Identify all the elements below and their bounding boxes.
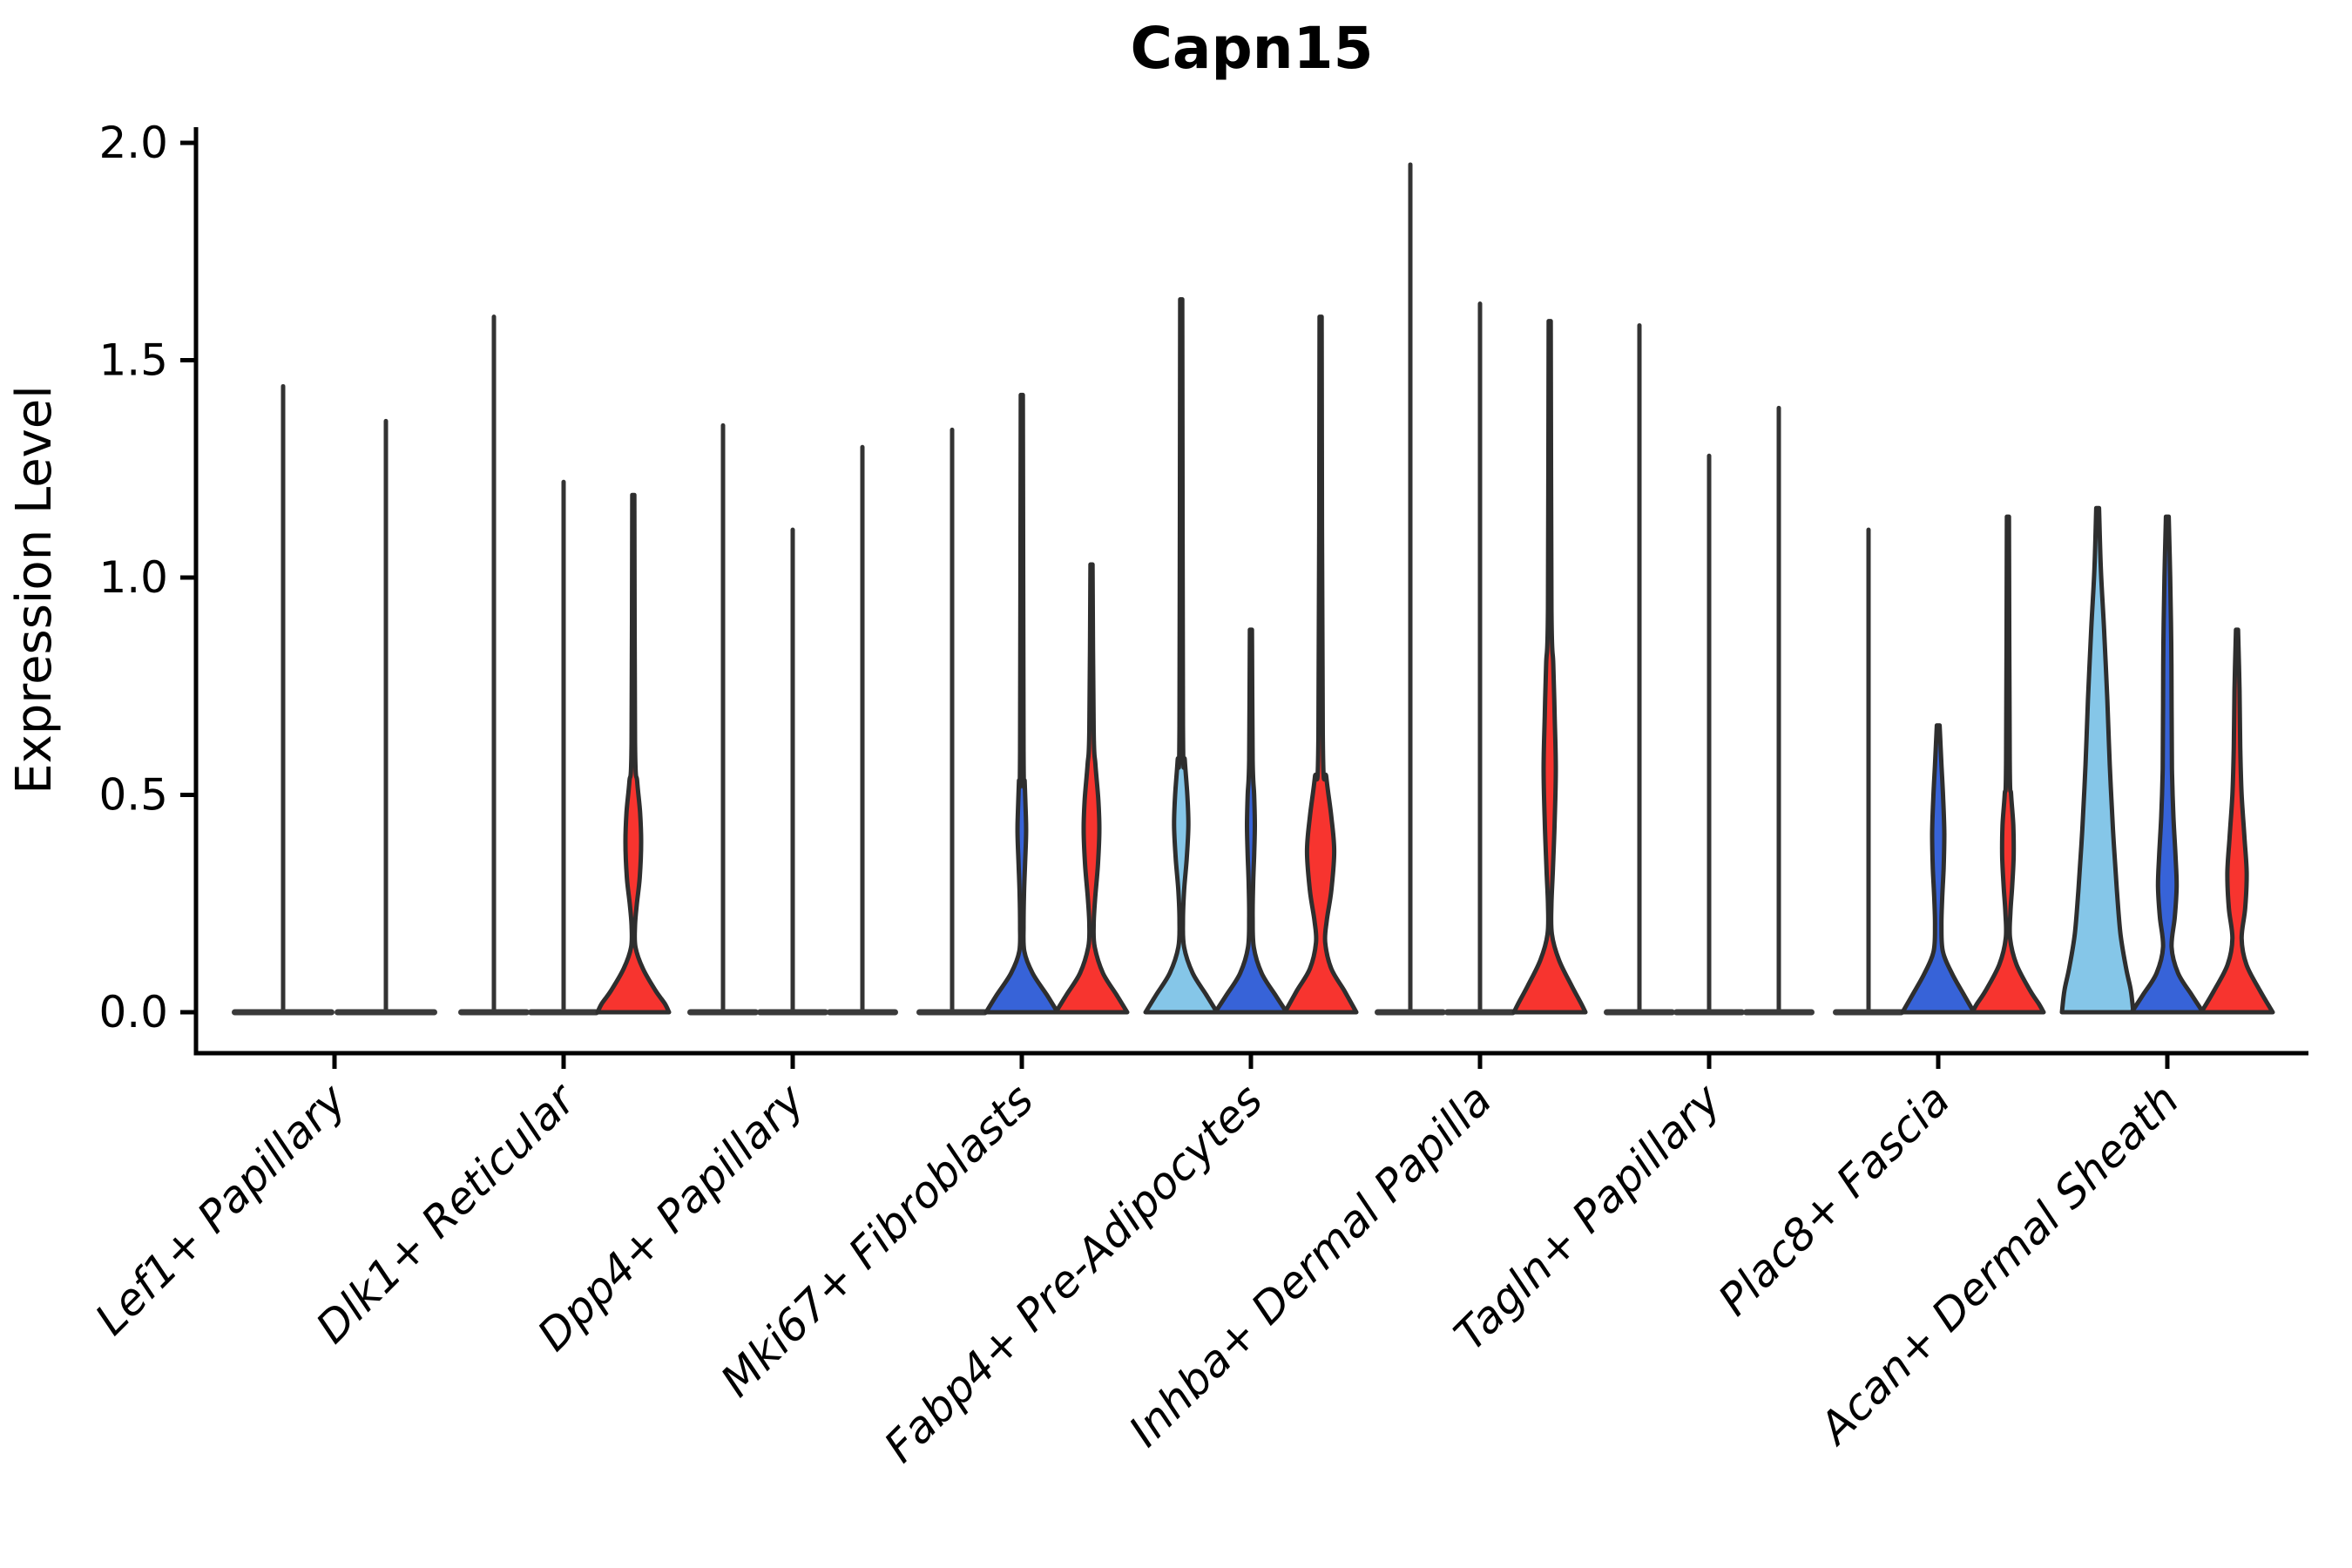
violin-skyblue xyxy=(1143,297,1220,1015)
chart-title: Capn15 xyxy=(1130,15,1373,82)
violin-baseline xyxy=(1833,1009,1904,1016)
violin-skyblue xyxy=(2059,505,2136,1015)
violin-baseline xyxy=(1743,1009,1815,1016)
x-tick-label: Inhba+ Dermal Papilla xyxy=(1119,1074,1501,1456)
violin-series xyxy=(232,162,2275,1016)
violin-red xyxy=(595,492,672,1015)
violin-baseline xyxy=(458,1009,530,1016)
y-tick-label: 1.5 xyxy=(98,335,168,386)
violin-baseline xyxy=(757,1009,828,1016)
violin-baseline xyxy=(1673,1009,1745,1016)
violin-red xyxy=(1282,314,1359,1015)
violin-blue xyxy=(1213,627,1289,1015)
violin-blue xyxy=(983,392,1060,1015)
violin-baseline xyxy=(232,1009,335,1016)
violin-baseline xyxy=(335,1009,437,1016)
y-axis-title: Expression Level xyxy=(6,385,63,794)
y-tick-label: 0.5 xyxy=(98,770,168,821)
violin-baseline xyxy=(1375,1009,1446,1016)
y-tick-label: 1.0 xyxy=(98,552,168,603)
violin-red xyxy=(1511,319,1588,1015)
y-tick-label: 2.0 xyxy=(98,118,168,168)
violin-red xyxy=(1053,562,1130,1015)
violin-baseline xyxy=(1604,1009,1675,1016)
violin-baseline xyxy=(1444,1009,1516,1016)
violin-red xyxy=(1970,514,2046,1015)
x-tick-label: Lef1+ Papillary xyxy=(85,1073,356,1344)
x-tick-label: Fabp4+ Pre-Adipocytes xyxy=(875,1074,1273,1472)
x-tick-label: Acan+ Dermal Sheath xyxy=(1808,1074,2189,1455)
y-axis-ticks: 0.0 0.5 1.0 1.5 2.0 xyxy=(98,118,196,1037)
x-tick-label: Plac8+ Fascia xyxy=(1709,1074,1960,1325)
violin-blue xyxy=(2129,514,2206,1015)
violin-baseline xyxy=(687,1009,759,1016)
violin-blue xyxy=(1900,723,1977,1015)
violin-baseline xyxy=(528,1009,599,1016)
violin-baseline xyxy=(916,1009,988,1016)
y-tick-label: 0.0 xyxy=(98,987,168,1037)
violin-red xyxy=(2199,627,2275,1015)
violin-baseline xyxy=(827,1009,898,1016)
